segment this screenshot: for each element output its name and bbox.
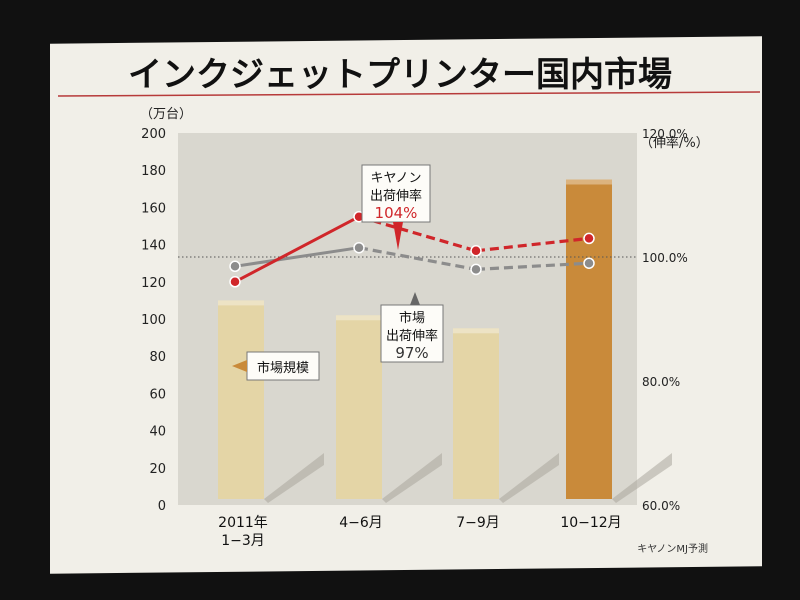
y-tick-label: 20 (149, 462, 166, 477)
title-rule (57, 91, 761, 97)
market-shipment-line-point (470, 263, 482, 276)
legend-market-size: 市場規模 (232, 351, 320, 381)
canon-shipment-line-point (583, 232, 595, 245)
y-tick-label: 100 (141, 313, 166, 328)
y2-axis-label: （伸率/%） (640, 135, 709, 151)
market-shipment-line-solid (234, 246, 360, 268)
bar-shadows (264, 453, 672, 503)
canon-shipment-line-solid (234, 215, 360, 284)
y-tick-label: 0 (158, 499, 166, 514)
y-tick-label: 60 (149, 387, 166, 402)
slide-title: インクジェットプリンター国内市場 (128, 55, 672, 95)
market-callout-box (380, 304, 444, 363)
y-tick-label: 140 (141, 239, 166, 254)
market-callout-text: 97% (395, 344, 428, 362)
bar-shadow (264, 453, 324, 503)
x-tick-label: 7−9月 (456, 515, 500, 531)
canon-callout-text: キヤノン (371, 171, 422, 186)
bar-top-highlight (336, 315, 382, 321)
y2-tick-label: 80.0% (642, 375, 680, 389)
market-callout-pointer (410, 292, 420, 305)
bar (453, 328, 499, 499)
x-tick-label: 10−12月 (560, 515, 621, 531)
y-tick-label: 120 (141, 276, 166, 291)
canon-callout-box (361, 164, 431, 223)
y-tick-label: 200 (141, 127, 166, 142)
bar-shadow (382, 453, 442, 503)
canon-shipment-line-point (229, 276, 241, 288)
market-shipment-line-dashed (475, 261, 590, 271)
bar (566, 179, 612, 499)
y-tick-label: 40 (149, 425, 166, 440)
canon-callout-pointer (393, 222, 403, 250)
x-tick-label: 4−6月 (339, 515, 383, 531)
bar-shadow (612, 453, 672, 503)
y-axis-left: 0 20 40 60 80 100 120 140 160 180 200 (141, 127, 166, 514)
x-tick-label: 2011年 (218, 515, 268, 531)
canon-callout-text: 出荷伸率 (370, 188, 422, 204)
y2-tick-label: 60.0% (642, 499, 680, 513)
y-tick-label: 180 (141, 164, 166, 179)
bar-top-highlight (218, 300, 264, 306)
y-axis-right: 60.0% 80.0% 100.0% 120.0% (642, 127, 688, 513)
bar-top-highlight (453, 328, 499, 334)
source-note: キヤノンMJ予測 (637, 542, 708, 555)
bar (218, 300, 264, 499)
y-tick-label: 80 (149, 350, 166, 365)
market-shipment-line-point (353, 241, 365, 254)
canon-shipment-line-dashed (475, 236, 590, 253)
y2-tick-label: 120.0% (642, 127, 688, 141)
market-shipment-line-point (583, 257, 595, 269)
y-axis-label: （万台） (140, 107, 192, 122)
x-axis: 2011年 1−3月 4−6月 7−9月 10−12月 (218, 515, 622, 549)
canon-callout-text: 104% (375, 204, 418, 222)
bar-top-highlight (566, 179, 612, 185)
canon-shipment-line-point (470, 245, 482, 257)
bar-shadow (499, 453, 559, 503)
bar-series (218, 179, 612, 499)
legend-text: 市場規模 (257, 360, 309, 376)
y-tick-label: 160 (141, 201, 166, 216)
legend-pointer (232, 360, 247, 372)
market-callout-text: 市場 (399, 310, 425, 326)
x-tick-label: 1−3月 (221, 533, 265, 549)
bar (336, 315, 382, 499)
y2-tick-label: 100.0% (642, 251, 688, 265)
market-shipment-line-point (229, 260, 241, 273)
market-shipment-line-dashed (358, 246, 477, 271)
market-callout-text: 出荷伸率 (386, 328, 438, 344)
